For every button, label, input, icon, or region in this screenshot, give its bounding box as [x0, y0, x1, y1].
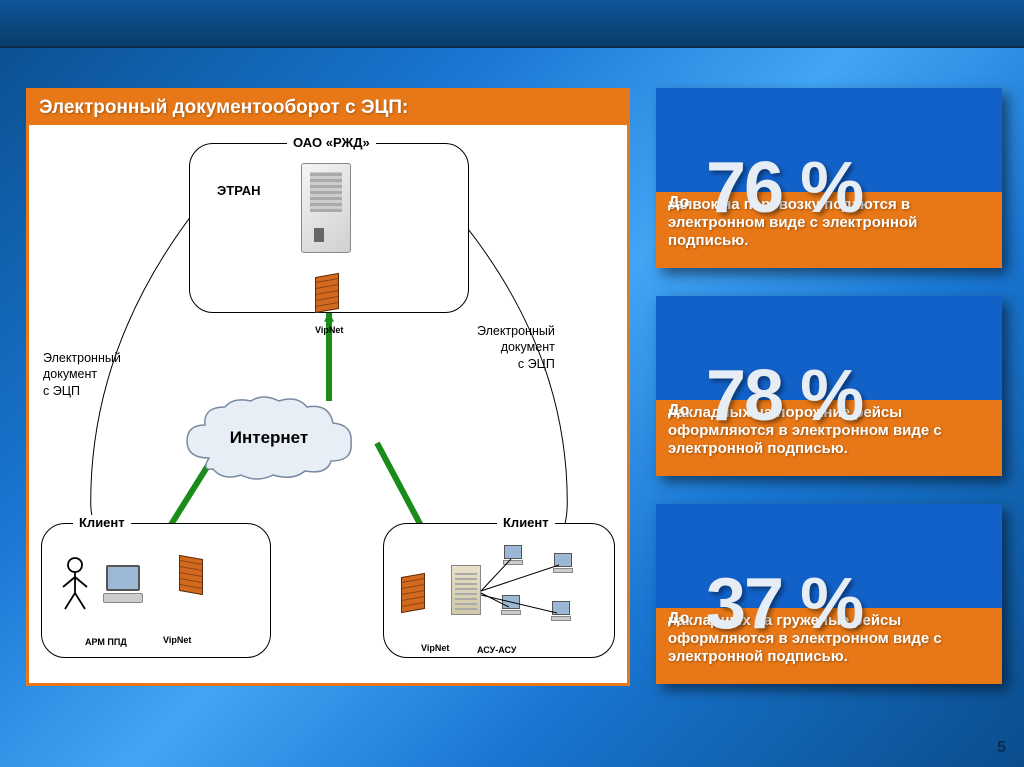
annotation-left: Электронный документ с ЭЦП	[43, 350, 121, 399]
card-percent-0: 76 %	[706, 152, 862, 224]
stat-card-1: До 78 % накладных на порожние рейсы офор…	[656, 296, 1002, 476]
diagram-panel: Электронный документооборот с ЭЦП: ОАО «…	[26, 88, 630, 686]
card-prefix-1: До	[668, 402, 689, 420]
person-icon	[59, 557, 91, 616]
card-percent-2: 37 %	[706, 568, 862, 640]
cloud-label: Интернет	[230, 428, 308, 448]
server-icon	[301, 163, 351, 263]
annotation-right: Электронный документ с ЭЦП	[477, 323, 555, 372]
etran-label: ЭТРАН	[217, 183, 261, 198]
annotation-right-text: Электронный документ с ЭЦП	[477, 324, 555, 371]
diagram-area: ОАО «РЖД» ЭТРАН VipNet Интернет Электрон…	[29, 125, 627, 681]
card-top-2: До 37 %	[656, 504, 1002, 608]
firewall-icon-top	[315, 273, 339, 313]
vipnet-label-top: VipNet	[315, 325, 343, 335]
page-number: 5	[997, 739, 1006, 757]
vipnet-label-left: VipNet	[163, 635, 191, 645]
stat-card-2: До 37 % накладных на груженые рейсы офор…	[656, 504, 1002, 684]
annotation-left-text: Электронный документ с ЭЦП	[43, 351, 121, 398]
vipnet-label-right: VipNet	[421, 643, 449, 653]
client-right-lines	[383, 523, 615, 658]
card-top-1: До 78 %	[656, 296, 1002, 400]
card-top-0: До 76 %	[656, 88, 1002, 192]
card-percent-1: 78 %	[706, 360, 862, 432]
panel-title: Электронный документооборот с ЭЦП:	[29, 91, 627, 125]
internet-cloud: Интернет	[179, 393, 359, 483]
client-left-label: Клиент	[73, 515, 131, 530]
node-rzd-label: ОАО «РЖД»	[287, 135, 376, 150]
card-prefix-0: До	[668, 194, 689, 212]
top-bar	[0, 0, 1024, 48]
arm-ppd-label: АРМ ППД	[85, 637, 127, 647]
card-prefix-2: До	[668, 610, 689, 628]
firewall-icon-left	[179, 555, 203, 595]
asu-label: АСУ-АСУ	[477, 645, 517, 655]
pc-icon-left	[101, 565, 145, 605]
stat-card-0: До 76 % заявок на перевозку подаются в э…	[656, 88, 1002, 268]
